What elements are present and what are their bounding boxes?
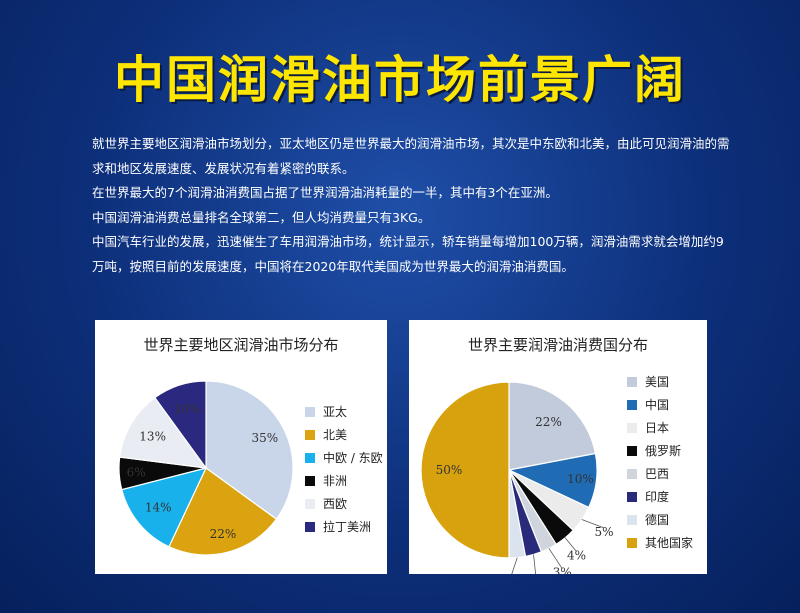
slice-label: 13% bbox=[139, 429, 166, 443]
slice-label: 22% bbox=[535, 415, 562, 429]
country-chart-panel: 世界主要润滑油消费国分布 22%10%5%4%3%3%3%50% 美国中国日本俄… bbox=[409, 320, 707, 574]
label-leader-line bbox=[533, 554, 537, 574]
label-leader-line bbox=[581, 519, 605, 529]
legend-swatch bbox=[627, 491, 637, 502]
legend-item: 德国 bbox=[627, 508, 693, 531]
slice-label: 3% bbox=[553, 566, 572, 574]
legend-swatch bbox=[305, 452, 315, 463]
legend-item: 其他国家 bbox=[627, 531, 693, 554]
pie-slice bbox=[205, 380, 294, 520]
legend-swatch bbox=[305, 521, 315, 532]
legend-label: 非洲 bbox=[323, 474, 348, 488]
legend-label: 亚太 bbox=[323, 405, 348, 419]
pie-slice bbox=[154, 380, 207, 470]
legend-item: 非洲 bbox=[305, 469, 383, 492]
region-pie-chart: 35% 22% 14% 6% 13% 10% bbox=[118, 380, 294, 556]
legend-swatch bbox=[305, 498, 315, 509]
legend-swatch bbox=[627, 514, 637, 525]
slice-label: 50% bbox=[436, 463, 463, 477]
legend-label: 中欧 / 东欧 bbox=[323, 451, 383, 465]
page-title: 中国润滑油市场前景广阔 bbox=[114, 51, 686, 109]
intro-paragraph: 就世界主要地区润滑油市场划分，亚太地区仍是世界最大的润滑油市场，其次是中东欧和北… bbox=[92, 136, 730, 176]
legend-swatch bbox=[627, 445, 637, 456]
label-leader-line bbox=[564, 537, 577, 552]
pie-slice bbox=[121, 467, 208, 548]
legend-item: 北美 bbox=[305, 423, 383, 446]
legend-item: 亚太 bbox=[305, 400, 383, 423]
intro-paragraph: 中国润滑油消费总量排名全球第二，但人均消费量只有3KG。 bbox=[92, 209, 431, 225]
legend-label: 其他国家 bbox=[645, 536, 694, 550]
legend-label: 俄罗斯 bbox=[645, 444, 682, 458]
legend-label: 印度 bbox=[645, 490, 670, 504]
legend-swatch bbox=[627, 399, 637, 410]
legend-item: 中国 bbox=[627, 393, 693, 416]
legend-label: 美国 bbox=[645, 375, 670, 389]
slice-label: 22% bbox=[210, 527, 237, 541]
slice-label: 5% bbox=[594, 525, 613, 539]
legend-label: 巴西 bbox=[645, 467, 670, 481]
region-chart-panel: 世界主要地区润滑油市场分布 35% 22% 14% 6% 13% 10% 亚太北美中欧 /… bbox=[95, 320, 387, 574]
intro-text: 就世界主要地区润滑油市场划分，亚太地区仍是世界最大的润滑油市场，其次是中东欧和北… bbox=[92, 132, 732, 279]
legend-swatch bbox=[627, 422, 637, 433]
legend-label: 日本 bbox=[645, 421, 670, 435]
slice-label: 6% bbox=[127, 465, 146, 479]
legend-swatch bbox=[627, 376, 637, 387]
pie-slice bbox=[119, 396, 208, 469]
slice-label: 35% bbox=[251, 431, 278, 445]
chart-legend: 亚太北美中欧 / 东欧 非洲西欧拉丁美洲 bbox=[305, 400, 383, 538]
legend-item: 中欧 / 东欧 bbox=[305, 446, 383, 469]
legend-item: 印度 bbox=[627, 485, 693, 508]
legend-swatch bbox=[627, 468, 637, 479]
intro-paragraph: 在世界最大的7个润滑油消费国占据了世界润滑油消耗量的一半，其中有3个在亚洲。 bbox=[92, 185, 558, 200]
legend-item: 巴西 bbox=[627, 462, 693, 485]
legend-label: 北美 bbox=[323, 428, 348, 442]
chart-legend: 美国中国日本俄罗斯巴西印度德国其他国家 bbox=[627, 370, 693, 554]
chart-title: 世界主要润滑油消费国分布 bbox=[467, 336, 648, 354]
legend-swatch bbox=[305, 406, 315, 417]
legend-item: 美国 bbox=[627, 370, 693, 393]
legend-label: 西欧 bbox=[323, 497, 348, 511]
slice-label: 10% bbox=[567, 472, 594, 486]
label-leader-line bbox=[511, 557, 518, 574]
chart-title: 世界主要地区润滑油市场分布 bbox=[143, 336, 339, 354]
legend-item: 日本 bbox=[627, 416, 693, 439]
legend-item: 西欧 bbox=[305, 492, 383, 515]
legend-label: 中国 bbox=[645, 398, 670, 412]
legend-item: 拉丁美洲 bbox=[305, 515, 383, 538]
legend-label: 拉丁美洲 bbox=[323, 520, 372, 534]
legend-swatch bbox=[305, 475, 315, 486]
legend-item: 俄罗斯 bbox=[627, 439, 693, 462]
legend-label: 德国 bbox=[645, 513, 670, 527]
country-pie-chart: 22%10%5%4%3%3%3%50% bbox=[420, 381, 614, 574]
label-leader-line bbox=[548, 548, 563, 569]
intro-paragraph: 中国汽车行业的发展，迅速催生了车用润滑油市场，统计显示，轿车销量每增加100万辆… bbox=[92, 234, 724, 274]
slice-label: 4% bbox=[567, 549, 586, 563]
legend-swatch bbox=[627, 537, 637, 548]
legend-swatch bbox=[305, 429, 315, 440]
slice-label: 10% bbox=[174, 402, 201, 416]
pie-slice bbox=[420, 381, 510, 559]
slice-label: 14% bbox=[145, 501, 172, 515]
pie-slice bbox=[508, 381, 597, 471]
